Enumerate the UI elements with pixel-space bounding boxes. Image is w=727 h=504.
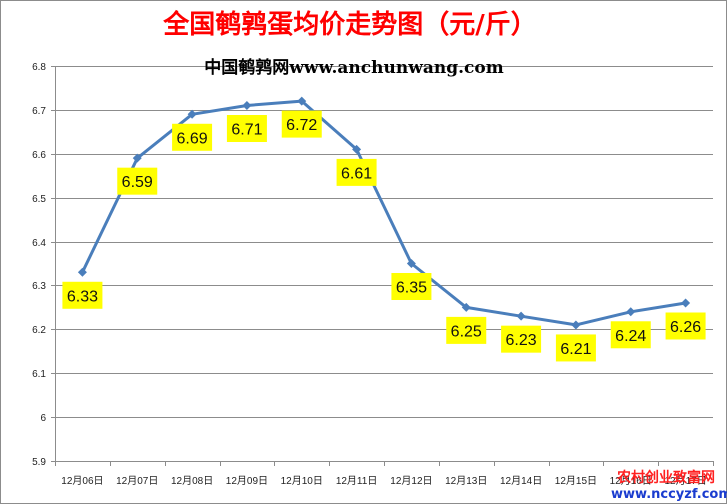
y-tick-label: 5.9: [32, 457, 46, 468]
data-label-box: [665, 312, 706, 340]
y-tick-label: 6.8: [32, 62, 46, 73]
y-tick-label: 6: [40, 413, 46, 424]
watermark-line2: www.nccyzf.com: [611, 487, 727, 502]
x-tick-label: 12月08日: [171, 475, 213, 487]
x-tick-label: 12月11日: [336, 475, 378, 487]
data-label: 6.69: [177, 130, 208, 147]
data-label-box: [336, 158, 377, 186]
data-label-box: [172, 123, 213, 151]
x-axis-ticks: 12月06日 12月07日 12月08日 12月09日 12月10日 12月11日 12月1…: [55, 461, 714, 487]
data-label: 6.33: [67, 288, 98, 305]
y-tick-label: 6.2: [32, 325, 46, 336]
data-point: [187, 109, 197, 119]
x-tick-label: 12月12日: [390, 475, 432, 487]
series-line: [81, 99, 686, 327]
data-point: [352, 144, 362, 154]
x-tick-label: 12月07日: [116, 475, 158, 487]
y-tick-label: 6.3: [32, 281, 46, 292]
grid-lines: [55, 66, 713, 462]
data-label: 6.25: [451, 323, 482, 340]
data-label-box: [501, 325, 542, 353]
data-point: [242, 101, 252, 110]
x-tick-label: 12月14日: [500, 475, 542, 487]
data-point: [626, 307, 636, 317]
data-label-box: [555, 334, 596, 362]
y-axis-ticks: 5.9 6 6.1 6.2 6.3 6.4 6.5 6.6 6.7 6.8: [32, 62, 55, 468]
x-tick-label: 12月06日: [61, 475, 103, 487]
data-label: 6.24: [615, 328, 646, 345]
x-tick-label: 12月09日: [226, 475, 268, 487]
data-point: [132, 153, 142, 163]
x-tick-label: 12月10日: [281, 475, 323, 487]
x-tick-label: 12月16日: [610, 475, 652, 487]
data-label: 6.23: [506, 332, 537, 349]
data-point: [461, 302, 471, 312]
data-label: 6.59: [122, 174, 153, 191]
data-point: [297, 96, 307, 106]
data-label-box: [281, 110, 322, 138]
data-label: 6.26: [670, 319, 701, 336]
data-label-box: [226, 115, 267, 142]
y-tick-label: 6.1: [32, 369, 46, 380]
data-point: [571, 320, 581, 330]
data-label: 6.61: [341, 165, 372, 182]
y-tick-label: 6.7: [32, 106, 46, 117]
chart-title: 全国鹌鹑蛋均价走势图（元/斤）: [162, 9, 537, 40]
axes: [55, 66, 713, 462]
data-label-box: [117, 167, 158, 195]
data-label: 6.72: [286, 117, 317, 134]
watermark: 农村创业致富网 www.nccyzf.com: [611, 470, 727, 502]
data-point: [681, 298, 691, 308]
data-label: 6.21: [560, 341, 591, 358]
data-label-box: [610, 321, 651, 349]
data-label-box: [446, 316, 487, 344]
x-tick-label: 12月17日: [664, 475, 706, 487]
data-point: [516, 311, 526, 321]
data-label-box: [62, 281, 103, 309]
data-label: 6.35: [396, 280, 427, 297]
data-point: [406, 259, 416, 268]
chart-subtitle: 中国鹌鹑网www.anchunwang.com: [204, 57, 503, 78]
x-tick-label: 12月13日: [445, 475, 487, 487]
data-label: 6.71: [231, 122, 262, 139]
y-tick-label: 6.4: [32, 238, 46, 249]
series-layer: [77, 96, 691, 330]
watermark-line1: 农村创业致富网: [617, 470, 715, 486]
y-tick-label: 6.6: [32, 150, 46, 161]
y-tick-label: 6.5: [32, 194, 46, 205]
x-tick-label: 12月15日: [555, 475, 597, 487]
data-label-box: [391, 273, 432, 300]
data-labels: 6.33 6.59 6.69 6.71 6.72 6.61 6.35 6.25 6.23 6.21…: [62, 110, 706, 362]
data-point: [77, 267, 87, 277]
